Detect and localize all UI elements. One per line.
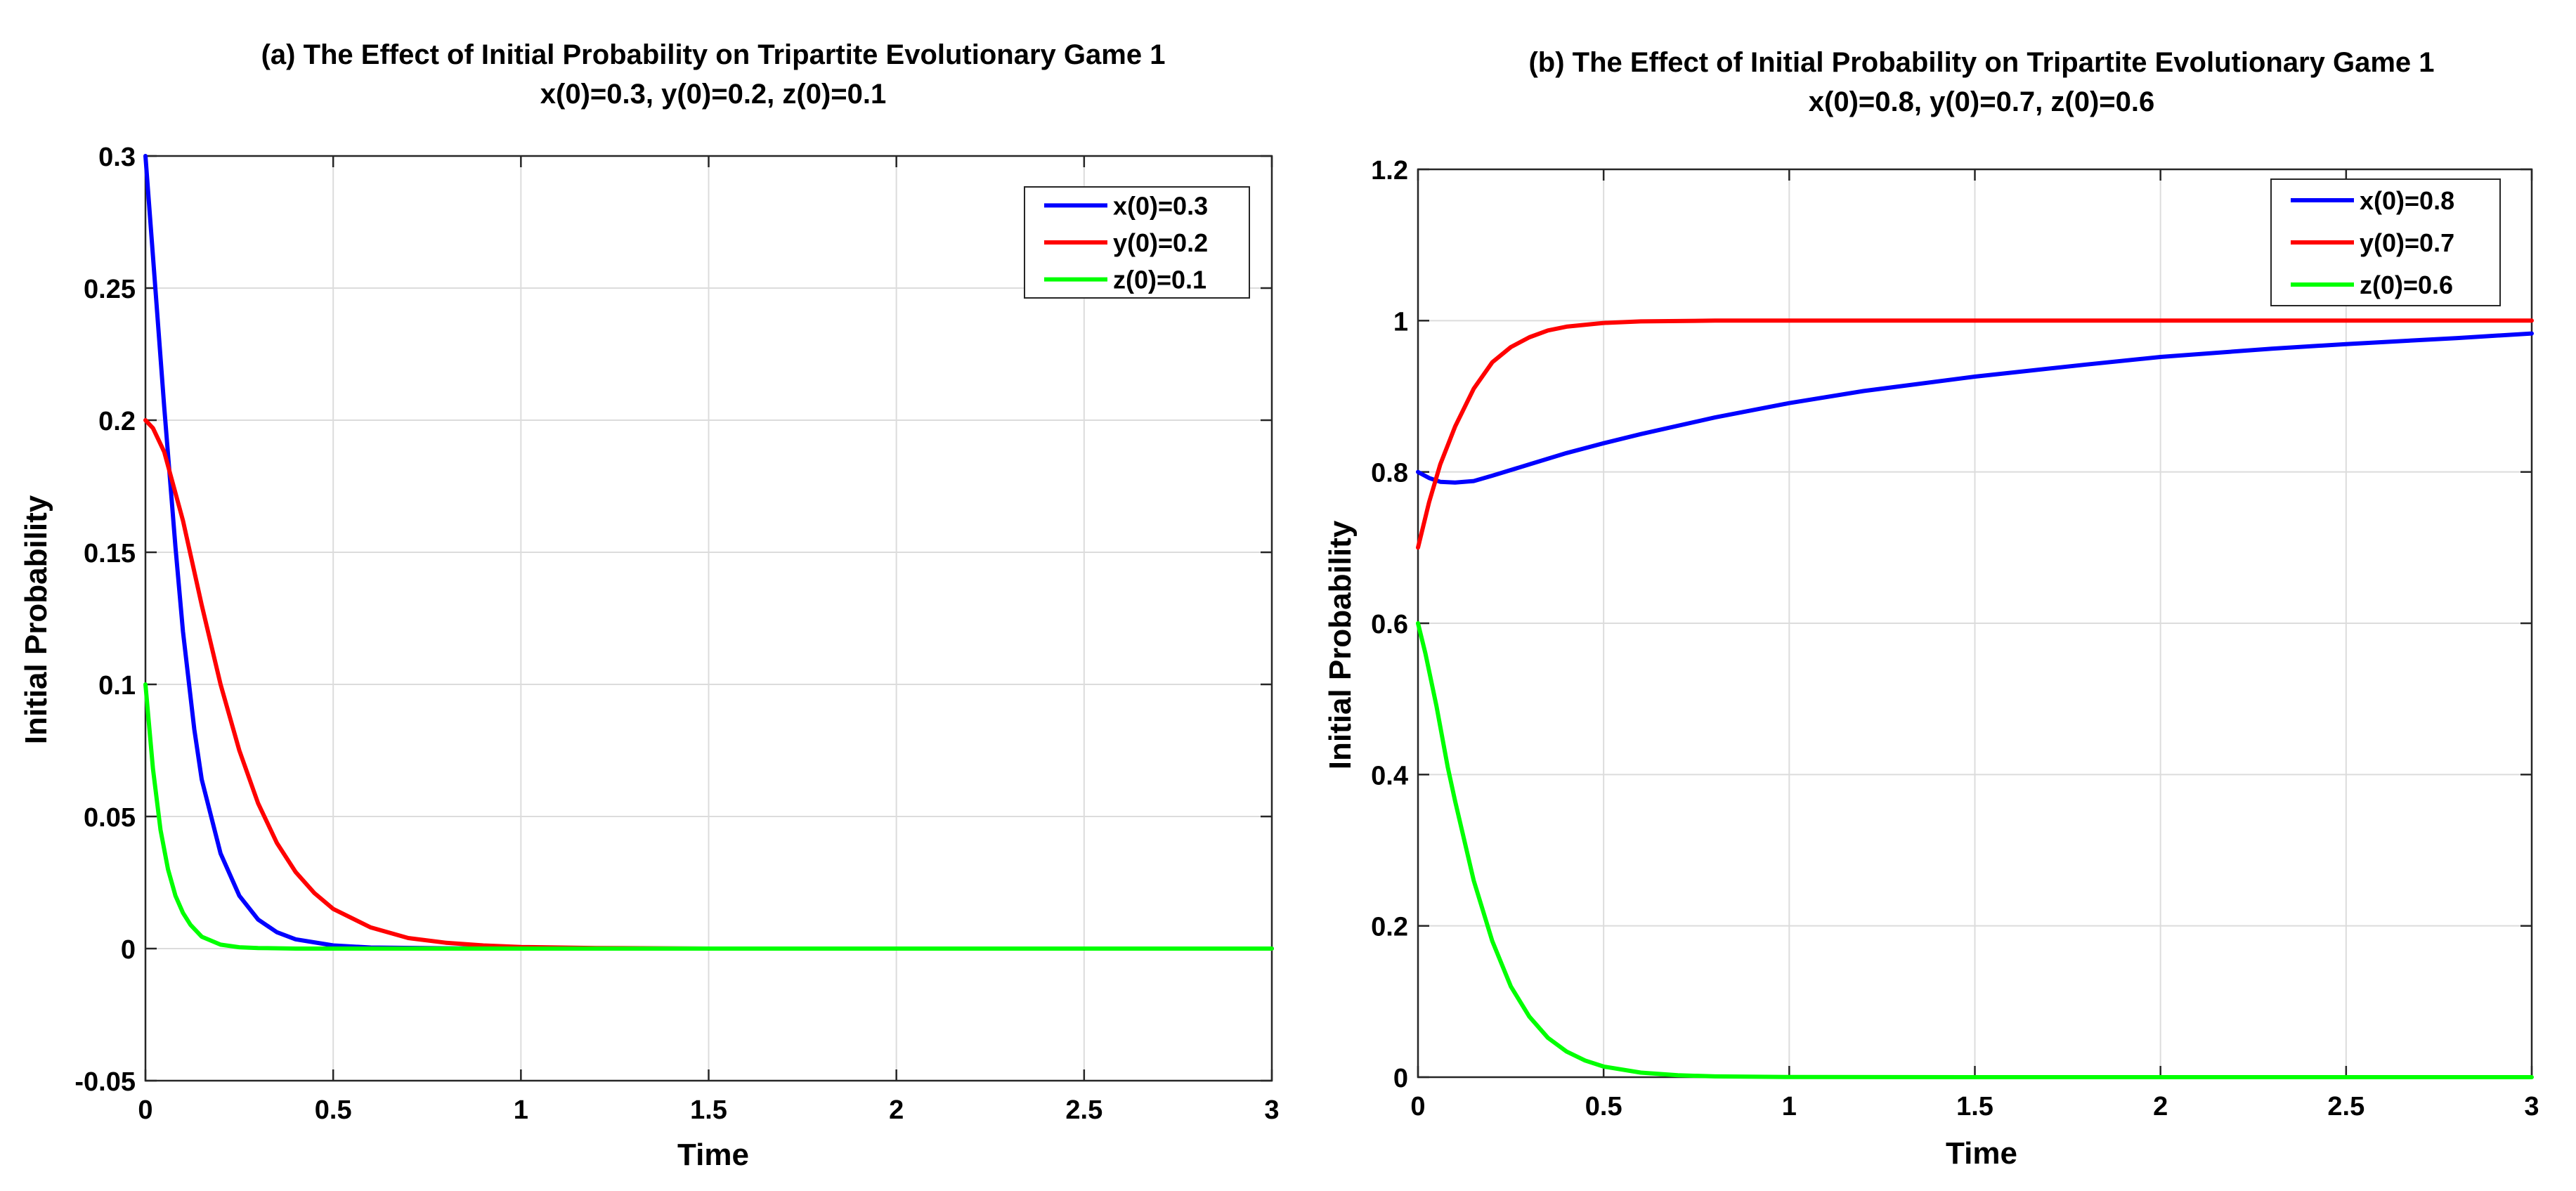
chart-b-y-tick-label: 0.6	[1371, 610, 1408, 639]
chart-a: (a) The Effect of Initial Probability on…	[19, 39, 1280, 1172]
chart-b-y-tick-label: 0.4	[1371, 761, 1408, 790]
chart-a-x-tick-label: 0	[138, 1095, 152, 1125]
chart-a-y-tick-label: 0.2	[98, 407, 136, 436]
chart-b-legend-label-1: x(0)=0.8	[2360, 186, 2454, 215]
chart-b-subtitle: x(0)=0.8, y(0)=0.7, z(0)=0.6	[1809, 86, 2155, 117]
chart-b-x-axis-label: Time	[1946, 1136, 2017, 1171]
chart-a-x-tick-label: 2.5	[1065, 1095, 1102, 1125]
chart-a-x-tick-label: 1	[514, 1095, 528, 1125]
chart-a-title: (a) The Effect of Initial Probability on…	[261, 39, 1166, 70]
chart-b-x-tick-label: 2.5	[2327, 1092, 2364, 1121]
chart-b-series-line-3	[1416, 621, 2534, 1079]
chart-b-legend-label-3: z(0)=0.6	[2360, 271, 2453, 299]
chart-b: (b) The Effect of Initial Probability on…	[1323, 47, 2539, 1171]
chart-a-y-tick-label: -0.05	[74, 1067, 136, 1097]
chart-a-x-tick-label: 3	[1264, 1095, 1279, 1125]
chart-b-x-tick-label: 1.5	[1956, 1092, 1993, 1121]
chart-b-y-tick-label: 1.2	[1371, 156, 1408, 186]
chart-b-x-tick-label: 3	[2524, 1092, 2539, 1121]
chart-a-legend-label-2: y(0)=0.2	[1113, 228, 1208, 257]
chart-a-y-tick-label: 0.3	[98, 143, 136, 172]
chart-b-x-tick-label: 1	[1782, 1092, 1797, 1121]
chart-b-x-tick-label: 0	[1410, 1092, 1425, 1121]
chart-a-series-line-3	[143, 682, 1274, 951]
chart-a-x-tick-label: 1.5	[690, 1095, 727, 1125]
chart-b-series-line-2	[1416, 318, 2534, 550]
chart-b-title: (b) The Effect of Initial Probability on…	[1528, 47, 2434, 78]
chart-a-y-tick-label: 0.1	[98, 671, 136, 701]
chart-b-y-tick-label: 0.8	[1371, 459, 1408, 488]
chart-a-y-tick-label: 0	[121, 935, 136, 965]
chart-b-y-tick-label: 0.2	[1371, 913, 1408, 942]
chart-a-x-axis-label: Time	[677, 1138, 749, 1172]
chart-b-x-tick-label: 0.5	[1585, 1092, 1622, 1121]
chart-a-x-tick-label: 0.5	[315, 1095, 352, 1125]
chart-b-legend-label-2: y(0)=0.7	[2360, 228, 2454, 257]
chart-a-y-tick-label: 0.25	[84, 275, 136, 304]
chart-b-y-tick-label: 0	[1393, 1064, 1408, 1093]
chart-a-y-tick-label: 0.15	[84, 539, 136, 568]
chart-a-x-tick-label: 2	[889, 1095, 904, 1125]
chart-b-y-tick-label: 1	[1393, 307, 1408, 337]
chart-b-x-tick-label: 2	[2153, 1092, 2168, 1121]
chart-a-legend-label-1: x(0)=0.3	[1113, 191, 1208, 220]
chart-a-legend-label-3: z(0)=0.1	[1113, 266, 1206, 294]
chart-a-y-axis-label: Initial Probability	[19, 495, 53, 744]
chart-a-y-tick-label: 0.05	[84, 803, 136, 833]
chart-b-series-line-1	[1416, 331, 2534, 485]
chart-a-subtitle: x(0)=0.3, y(0)=0.2, z(0)=0.1	[540, 79, 887, 110]
chart-b-y-axis-label: Initial Probability	[1323, 520, 1358, 769]
